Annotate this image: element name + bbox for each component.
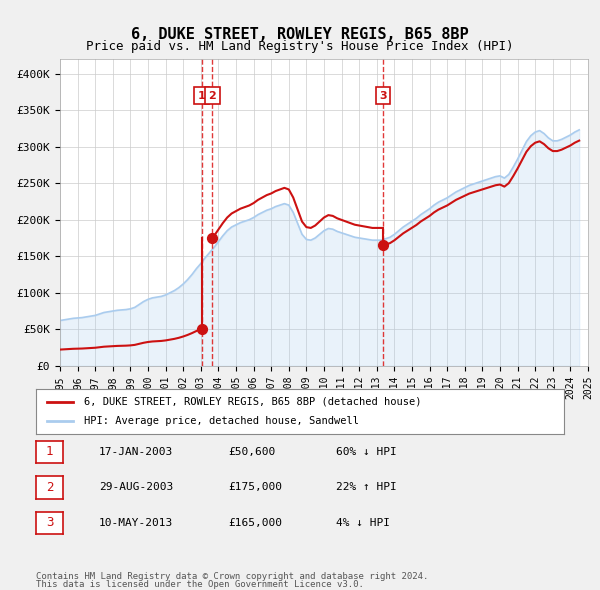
Text: This data is licensed under the Open Government Licence v3.0.: This data is licensed under the Open Gov… (36, 580, 364, 589)
Text: 22% ↑ HPI: 22% ↑ HPI (336, 483, 397, 492)
Text: 10-MAY-2013: 10-MAY-2013 (99, 518, 173, 527)
Text: 60% ↓ HPI: 60% ↓ HPI (336, 447, 397, 457)
Text: 6, DUKE STREET, ROWLEY REGIS, B65 8BP: 6, DUKE STREET, ROWLEY REGIS, B65 8BP (131, 27, 469, 41)
Text: 4% ↓ HPI: 4% ↓ HPI (336, 518, 390, 527)
Point (197, 324, 206, 333)
Text: £50,600: £50,600 (228, 447, 275, 457)
Text: £165,000: £165,000 (228, 518, 282, 527)
Text: Contains HM Land Registry data © Crown copyright and database right 2024.: Contains HM Land Registry data © Crown c… (36, 572, 428, 581)
Text: 17-JAN-2003: 17-JAN-2003 (99, 447, 173, 457)
Text: 2: 2 (46, 481, 53, 494)
Text: 1: 1 (197, 91, 205, 101)
Point (379, 241, 388, 250)
Text: 3: 3 (379, 91, 387, 101)
Text: 1: 1 (46, 445, 53, 458)
Text: 6, DUKE STREET, ROWLEY REGIS, B65 8BP (detached house): 6, DUKE STREET, ROWLEY REGIS, B65 8BP (d… (83, 397, 421, 407)
Text: Price paid vs. HM Land Registry's House Price Index (HPI): Price paid vs. HM Land Registry's House … (86, 40, 514, 53)
Text: £175,000: £175,000 (228, 483, 282, 492)
Text: 2: 2 (209, 91, 216, 101)
Text: 3: 3 (46, 516, 53, 529)
Text: 29-AUG-2003: 29-AUG-2003 (99, 483, 173, 492)
Text: HPI: Average price, detached house, Sandwell: HPI: Average price, detached house, Sand… (83, 417, 359, 426)
Point (208, 233, 217, 242)
